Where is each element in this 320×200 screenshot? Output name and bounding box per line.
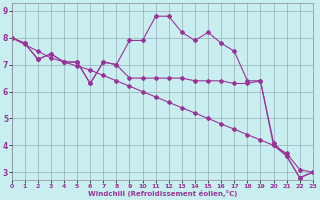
X-axis label: Windchill (Refroidissement éolien,°C): Windchill (Refroidissement éolien,°C) <box>88 190 237 197</box>
